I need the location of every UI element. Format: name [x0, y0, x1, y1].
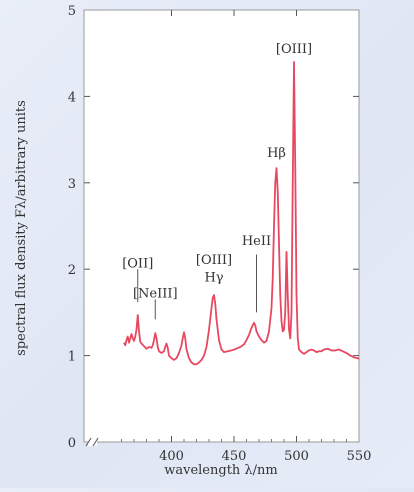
y-axis-label: spectral flux density Fλ/arbitrary units	[14, 100, 29, 356]
x-tick-label: 400	[159, 449, 184, 464]
annotation-label: Hγ	[204, 270, 223, 285]
annotation-label: [OIII]	[196, 253, 232, 268]
y-tick-label: 3	[68, 177, 76, 192]
annotation-label: [OII]	[122, 256, 153, 271]
spectrum-line	[123, 60, 360, 366]
y-tick-label: 0	[68, 436, 76, 451]
annotation-label: Hβ	[267, 146, 286, 161]
axis-break-gap	[88, 438, 97, 446]
axis-break-mark	[85, 437, 99, 447]
x-axis-label: wavelength λ/nm	[164, 463, 278, 478]
ticks-layer: 0 1 2 3 4 5 400 450 500 550	[68, 4, 372, 464]
x-tick-label: 500	[284, 449, 309, 464]
plot-area	[83, 9, 360, 443]
annotation-label: HeII	[242, 234, 271, 249]
annotation-label: [OIII]	[276, 42, 312, 57]
annotations-layer: [OII] [NeIII] [OIII] Hγ HeII Hβ [OIII]	[122, 42, 312, 320]
x-tick-label: 550	[347, 449, 372, 464]
y-tick-label: 5	[68, 4, 76, 19]
y-tick-label: 1	[68, 350, 76, 365]
axis-break-slash	[85, 437, 92, 447]
x-tick-label: 450	[222, 449, 247, 464]
axis-break-slash	[92, 437, 99, 447]
y-tick-label: 4	[68, 90, 76, 105]
annotation-label: [NeIII]	[133, 287, 178, 302]
y-tick-label: 2	[68, 263, 76, 278]
